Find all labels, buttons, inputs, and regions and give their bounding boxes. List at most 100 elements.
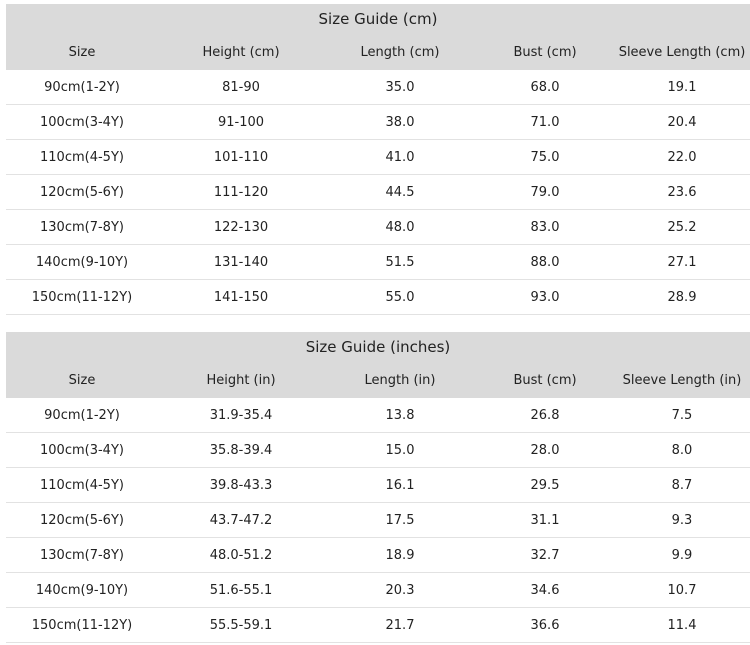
size-guide-inches-table: Size Guide (inches) Size Height (in) Len… (6, 332, 750, 643)
bust-cell: 68.0 (530, 79, 560, 95)
table-row: 90cm(1-2Y) 31.9-35.4 13.8 26.8 7.5 (6, 398, 750, 433)
size-cell: 100cm(3-4Y) (40, 442, 124, 458)
column-header-row: Size Height (cm) Length (cm) Bust (cm) S… (6, 35, 750, 70)
height-cell: 91-100 (217, 114, 265, 130)
size-cell: 100cm(3-4Y) (40, 114, 124, 130)
length-cell: 13.8 (385, 407, 415, 423)
size-cell: 150cm(11-12Y) (31, 289, 133, 305)
height-cell: 31.9-35.4 (209, 407, 273, 423)
sleeve-length-cell: 22.0 (667, 149, 697, 165)
table-row: 120cm(5-6Y) 43.7-47.2 17.5 31.1 9.3 (6, 503, 750, 538)
height-cell: 48.0-51.2 (209, 547, 273, 563)
bust-cell: 26.8 (530, 407, 560, 423)
table-row: 140cm(9-10Y) 51.6-55.1 20.3 34.6 10.7 (6, 573, 750, 608)
length-cell: 21.7 (385, 617, 415, 633)
table-row: 120cm(5-6Y) 111-120 44.5 79.0 23.6 (6, 175, 750, 210)
column-header-length: Length (cm) (360, 45, 440, 60)
table-row: 110cm(4-5Y) 39.8-43.3 16.1 29.5 8.7 (6, 468, 750, 503)
sleeve-length-cell: 9.9 (671, 547, 693, 563)
size-cell: 90cm(1-2Y) (44, 79, 120, 95)
bust-cell: 75.0 (530, 149, 560, 165)
sleeve-length-cell: 19.1 (667, 79, 697, 95)
size-cell: 130cm(7-8Y) (40, 219, 124, 235)
bust-cell: 36.6 (530, 617, 560, 633)
table-row: 130cm(7-8Y) 122-130 48.0 83.0 25.2 (6, 210, 750, 245)
bust-cell: 71.0 (530, 114, 560, 130)
length-cell: 51.5 (385, 254, 415, 270)
column-header-size: Size (68, 45, 96, 60)
height-cell: 111-120 (213, 184, 269, 200)
sleeve-length-cell: 25.2 (667, 219, 697, 235)
table-body: 90cm(1-2Y) 81-90 35.0 68.0 19.1 100cm(3-4Y) 91… (6, 70, 750, 315)
table-header-band: Size Guide (inches) Size Height (in) Len… (6, 332, 750, 398)
bust-cell: 32.7 (530, 547, 560, 563)
table-row: 140cm(9-10Y) 131-140 51.5 88.0 27.1 (6, 245, 750, 280)
sleeve-length-cell: 20.4 (667, 114, 697, 130)
table-title: Size Guide (cm) (318, 10, 438, 28)
sleeve-length-cell: 10.7 (667, 582, 697, 598)
sleeve-length-cell: 28.9 (667, 289, 697, 305)
sleeve-length-cell: 11.4 (667, 617, 697, 633)
column-header-row: Size Height (in) Length (in) Bust (cm) S… (6, 363, 750, 398)
table-row: 110cm(4-5Y) 101-110 41.0 75.0 22.0 (6, 140, 750, 175)
sleeve-length-cell: 23.6 (667, 184, 697, 200)
column-header-bust: Bust (cm) (513, 45, 577, 60)
bust-cell: 34.6 (530, 582, 560, 598)
column-header-sleeve-length: Sleeve Length (in) (622, 373, 742, 388)
size-cell: 150cm(11-12Y) (31, 617, 133, 633)
height-cell: 122-130 (213, 219, 269, 235)
sleeve-length-cell: 8.7 (671, 477, 693, 493)
table-row: 150cm(11-12Y) 55.5-59.1 21.7 36.6 11.4 (6, 608, 750, 643)
height-cell: 51.6-55.1 (209, 582, 273, 598)
size-cell: 120cm(5-6Y) (40, 512, 124, 528)
table-title: Size Guide (inches) (305, 338, 451, 356)
height-cell: 141-150 (213, 289, 269, 305)
bust-cell: 29.5 (530, 477, 560, 493)
bust-cell: 88.0 (530, 254, 560, 270)
length-cell: 15.0 (385, 442, 415, 458)
size-cell: 120cm(5-6Y) (40, 184, 124, 200)
size-cell: 130cm(7-8Y) (40, 547, 124, 563)
table-row: 90cm(1-2Y) 81-90 35.0 68.0 19.1 (6, 70, 750, 105)
length-cell: 38.0 (385, 114, 415, 130)
length-cell: 48.0 (385, 219, 415, 235)
table-row: 100cm(3-4Y) 35.8-39.4 15.0 28.0 8.0 (6, 433, 750, 468)
length-cell: 55.0 (385, 289, 415, 305)
sleeve-length-cell: 8.0 (671, 442, 693, 458)
size-cell: 110cm(4-5Y) (40, 477, 124, 493)
column-header-height: Height (in) (206, 373, 276, 388)
height-cell: 43.7-47.2 (209, 512, 273, 528)
size-guide-cm-table: Size Guide (cm) Size Height (cm) Length … (6, 4, 750, 315)
height-cell: 81-90 (222, 79, 260, 95)
size-cell: 140cm(9-10Y) (35, 582, 129, 598)
height-cell: 39.8-43.3 (209, 477, 273, 493)
length-cell: 44.5 (385, 184, 415, 200)
length-cell: 16.1 (385, 477, 415, 493)
height-cell: 101-110 (213, 149, 269, 165)
sleeve-length-cell: 9.3 (671, 512, 693, 528)
sleeve-length-cell: 7.5 (671, 407, 693, 423)
bust-cell: 79.0 (530, 184, 560, 200)
length-cell: 35.0 (385, 79, 415, 95)
bust-cell: 93.0 (530, 289, 560, 305)
column-header-size: Size (68, 373, 96, 388)
table-row: 130cm(7-8Y) 48.0-51.2 18.9 32.7 9.9 (6, 538, 750, 573)
table-header-band: Size Guide (cm) Size Height (cm) Length … (6, 4, 750, 70)
size-cell: 140cm(9-10Y) (35, 254, 129, 270)
table-body: 90cm(1-2Y) 31.9-35.4 13.8 26.8 7.5 100cm(3-4Y… (6, 398, 750, 643)
column-header-bust: Bust (cm) (513, 373, 577, 388)
column-header-height: Height (cm) (202, 45, 280, 60)
length-cell: 20.3 (385, 582, 415, 598)
table-row: 150cm(11-12Y) 141-150 55.0 93.0 28.9 (6, 280, 750, 315)
height-cell: 55.5-59.1 (209, 617, 273, 633)
bust-cell: 31.1 (530, 512, 560, 528)
bust-cell: 28.0 (530, 442, 560, 458)
size-cell: 90cm(1-2Y) (44, 407, 120, 423)
column-header-sleeve-length: Sleeve Length (cm) (618, 45, 746, 60)
length-cell: 41.0 (385, 149, 415, 165)
height-cell: 35.8-39.4 (209, 442, 273, 458)
column-header-length: Length (in) (364, 373, 436, 388)
length-cell: 17.5 (385, 512, 415, 528)
table-row: 100cm(3-4Y) 91-100 38.0 71.0 20.4 (6, 105, 750, 140)
size-cell: 110cm(4-5Y) (40, 149, 124, 165)
